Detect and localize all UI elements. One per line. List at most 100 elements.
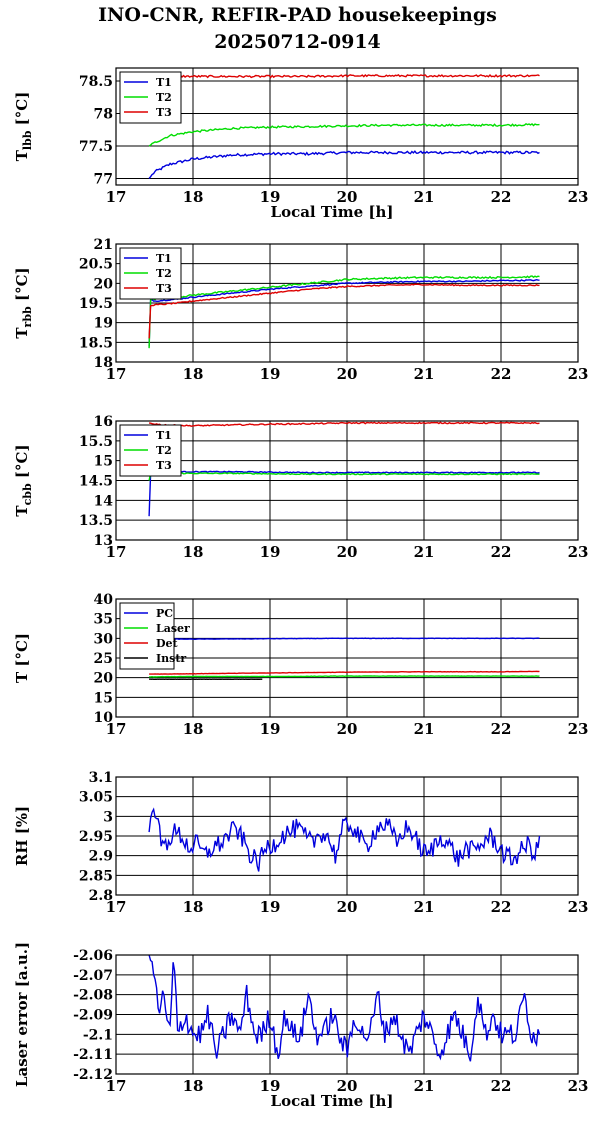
- legend-label-T3: T3: [156, 459, 172, 472]
- legend-label-T3: T3: [156, 282, 172, 295]
- y-tick-label: 2.8: [89, 888, 113, 904]
- x-tick-label: 22: [491, 1077, 512, 1095]
- x-tick-label: 17: [106, 898, 127, 916]
- y-tick-label: 20: [94, 276, 114, 292]
- x-tick-label: 19: [260, 1077, 281, 1095]
- legend-label-T2: T2: [156, 267, 172, 280]
- y-tick-label: 77.5: [79, 139, 113, 155]
- x-tick-label: 20: [337, 188, 358, 206]
- y-axis-label: Laser error [a.u.]: [13, 942, 31, 1087]
- series-line-T3: [148, 283, 540, 339]
- x-tick-label: 19: [260, 543, 281, 561]
- series-line-T2: [148, 472, 540, 481]
- y-tick-label: 35: [94, 612, 113, 628]
- x-tick-label: 20: [337, 898, 358, 916]
- chart-panel-3: 17 18 19 20 21 22 23 13 13.5 14 14.5 15 15.5 16 Tcbb […: [13, 414, 588, 561]
- x-tick-label: 20: [337, 1077, 358, 1095]
- x-tick-label: 18: [183, 543, 204, 561]
- x-tick-label: 19: [260, 898, 281, 916]
- plot-frame: [115, 243, 579, 363]
- y-tick-label: 40: [94, 592, 114, 608]
- x-tick-label: 21: [414, 543, 435, 561]
- y-tick-label: 18: [94, 355, 113, 371]
- series-line-T3: [149, 421, 540, 428]
- y-axis-label: T [°C]: [13, 633, 31, 683]
- y-axis-label: Tcbb [°C]: [13, 444, 34, 516]
- y-tick-label: 2.9: [89, 849, 113, 865]
- y-tick-label: 77: [94, 172, 113, 188]
- x-tick-label: 23: [568, 898, 589, 916]
- y-tick-label: 78: [94, 107, 113, 123]
- x-tick-label: 18: [183, 188, 204, 206]
- chart-panel-1: 17 18 19 20 21 22 23 77 77.5 78 78.5 Local Time [h]…: [13, 67, 588, 221]
- chart-panel-5: 17 18 19 20 21 22 23 2.8 2.85 2.9 2.95 3 3.05 3.1 RH […: [13, 770, 588, 916]
- legend-label-T2: T2: [156, 444, 172, 457]
- legend-label-T1: T1: [156, 252, 172, 265]
- plot-frame: [115, 776, 579, 896]
- legend-label-Laser: Laser: [156, 622, 190, 635]
- y-tick-label: 10: [94, 710, 114, 726]
- series-line-T1: [148, 278, 540, 347]
- x-tick-label: 22: [491, 188, 512, 206]
- x-axis-label: Local Time [h]: [271, 203, 394, 221]
- x-tick-label: 23: [568, 365, 589, 383]
- y-tick-label: 18.5: [79, 335, 113, 351]
- y-tick-label: -2.09: [73, 1008, 113, 1024]
- y-tick-label: 19: [94, 316, 113, 332]
- x-tick-label: 18: [183, 1077, 204, 1095]
- x-tick-label: 22: [491, 720, 512, 738]
- y-tick-label: 3.1: [89, 770, 113, 786]
- x-tick-label: 22: [491, 365, 512, 383]
- y-tick-label: 2.85: [79, 868, 113, 884]
- legend-label-PC: PC: [156, 607, 173, 620]
- legend-label-T2: T2: [156, 91, 172, 104]
- legend: T1 T2 T3: [119, 424, 182, 477]
- y-tick-label: 13: [94, 533, 113, 549]
- x-tick-label: 21: [414, 365, 435, 383]
- x-tick-label: 23: [568, 1077, 589, 1095]
- legend-label-T1: T1: [156, 429, 172, 442]
- x-tick-label: 17: [106, 543, 127, 561]
- y-tick-label: 19.5: [79, 296, 113, 312]
- x-tick-label: 21: [414, 720, 435, 738]
- legend: PC Laser Det Instr: [119, 602, 190, 670]
- x-tick-label: 21: [414, 1077, 435, 1095]
- y-tick-label: -2.11: [73, 1047, 113, 1063]
- y-tick-label: 14.5: [79, 474, 113, 490]
- y-tick-label: 15.5: [79, 434, 113, 450]
- legend-label-T1: T1: [156, 76, 172, 89]
- x-tick-label: 21: [414, 898, 435, 916]
- legend: T1 T2 T3: [119, 247, 182, 300]
- y-axis-label: RH [%]: [13, 806, 31, 866]
- series-line-T3: [149, 73, 540, 79]
- series-line-T1: [148, 470, 540, 517]
- y-tick-label: 78.5: [79, 74, 113, 90]
- x-tick-label: 22: [491, 898, 512, 916]
- plot-frame: [115, 954, 579, 1075]
- series-line-Det: [149, 670, 540, 675]
- plot-frame: [115, 598, 579, 718]
- y-tick-label: -2.08: [73, 988, 113, 1004]
- series-line-T2: [148, 275, 540, 349]
- series-line-T1: [148, 150, 540, 179]
- y-axis-label: Trbb [°C]: [13, 267, 34, 338]
- y-tick-label: 25: [94, 651, 113, 667]
- x-tick-label: 19: [260, 720, 281, 738]
- y-tick-label: 21: [94, 237, 113, 253]
- x-tick-label: 18: [183, 720, 204, 738]
- legend-label-Instr: Instr: [156, 652, 186, 665]
- y-tick-label: 15: [94, 454, 113, 470]
- figure-title: INO-CNR, REFIR-PAD housekeepings: [98, 4, 497, 26]
- y-axis-label: Tlbb [°C]: [13, 92, 34, 162]
- y-tick-label: 2.95: [79, 829, 113, 845]
- x-tick-label: 20: [337, 365, 358, 383]
- y-tick-label: 13.5: [79, 513, 113, 529]
- y-tick-label: 20: [94, 671, 114, 687]
- y-tick-label: -2.06: [73, 948, 113, 964]
- x-tick-label: 19: [260, 188, 281, 206]
- y-tick-label: 20.5: [79, 257, 113, 273]
- x-tick-label: 23: [568, 543, 589, 561]
- x-tick-label: 21: [414, 188, 435, 206]
- x-tick-label: 17: [106, 720, 127, 738]
